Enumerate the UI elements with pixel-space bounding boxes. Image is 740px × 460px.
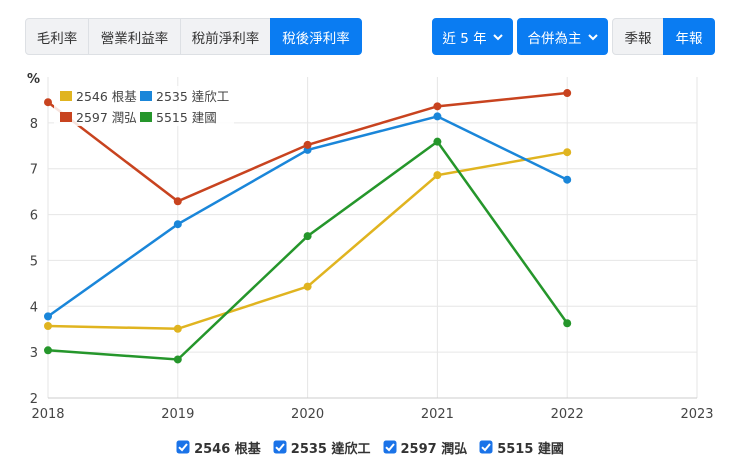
- data-point: [44, 312, 52, 321]
- data-point: [44, 322, 52, 331]
- data-point: [173, 355, 182, 364]
- consolidation-dropdown[interactable]: 合併為主: [517, 18, 608, 55]
- data-point: [44, 346, 52, 355]
- data-point: [433, 102, 442, 111]
- chart: % 2 3 4 5 6 7 8 2018 2019 2020 2021 2022 2023 2546 根基…: [27, 72, 714, 422]
- x-tick-label: 2020: [291, 407, 324, 422]
- legend-label: 2535 達欣工: [290, 441, 371, 457]
- data-point: [563, 89, 572, 98]
- data-point: [44, 98, 52, 107]
- legend-swatch: [140, 112, 152, 122]
- data-point: [563, 175, 572, 184]
- legend: 2546 根基 2535 達欣工 2597 潤弘 5515 建國: [54, 86, 234, 126]
- x-tick-label: 2018: [31, 407, 64, 422]
- legend-toggle[interactable]: 2546 根基: [176, 437, 261, 457]
- period-tab-active[interactable]: 年報: [663, 18, 715, 55]
- tab[interactable]: 營業利益率: [88, 18, 181, 55]
- checkbox[interactable]: [383, 440, 397, 454]
- data-point: [173, 324, 182, 333]
- y-tick-label: 3: [30, 346, 38, 361]
- data-point: [563, 148, 572, 157]
- period-tab[interactable]: 季報: [612, 18, 664, 55]
- x-tick-label: 2023: [680, 407, 713, 422]
- dropdown-label: 合併為主: [527, 30, 582, 47]
- x-tick-label: 2022: [551, 407, 584, 422]
- chevron-icon: [492, 33, 503, 40]
- legend-bottom: 2546 根基 2535 達欣工 2597 潤弘 5515 建國: [0, 437, 740, 457]
- tab[interactable]: 毛利率: [25, 18, 89, 55]
- data-point: [173, 197, 182, 206]
- x-tick-label: 2021: [421, 407, 454, 422]
- legend-toggle[interactable]: 2535 達欣工: [273, 437, 371, 457]
- legend-label: 5515 建國: [156, 110, 217, 125]
- legend-swatch: [140, 91, 152, 101]
- data-point: [433, 171, 442, 180]
- range-dropdown[interactable]: 近 5 年: [432, 18, 513, 55]
- y-axis-label: %: [27, 72, 40, 87]
- legend-toggle[interactable]: 2597 潤弘: [383, 437, 468, 457]
- y-tick-label: 8: [30, 117, 38, 132]
- data-point: [563, 319, 572, 328]
- legend-toggle[interactable]: 5515 建國: [479, 437, 564, 457]
- data-point: [433, 137, 442, 146]
- legend-label: 2535 達欣工: [156, 89, 229, 104]
- dropdown-label: 近 5 年: [442, 30, 487, 47]
- y-tick-label: 6: [30, 209, 38, 224]
- legend-swatch: [60, 112, 72, 122]
- checkbox[interactable]: [273, 440, 287, 454]
- data-point: [303, 232, 312, 241]
- data-point: [303, 282, 312, 291]
- tab-active[interactable]: 稅後淨利率: [270, 18, 362, 55]
- y-tick-label: 5: [30, 254, 38, 269]
- legend-label: 2546 根基: [76, 89, 137, 104]
- legend-label: 2597 潤弘: [76, 110, 137, 125]
- data-point: [433, 112, 442, 121]
- y-tick-label: 7: [30, 163, 38, 178]
- chevron-icon: [587, 33, 598, 40]
- legend-label: 5515 建國: [497, 441, 564, 457]
- data-point: [303, 140, 312, 149]
- data-point: [173, 220, 182, 229]
- tab[interactable]: 稅前淨利率: [180, 18, 271, 55]
- checkbox[interactable]: [479, 440, 493, 454]
- x-tick-label: 2019: [161, 407, 194, 422]
- legend-label: 2546 根基: [194, 441, 261, 457]
- legend-label: 2597 潤弘: [400, 441, 468, 457]
- legend-swatch: [60, 91, 72, 101]
- y-tick-label: 4: [30, 300, 38, 315]
- y-tick-label: 2: [30, 392, 38, 407]
- checkbox[interactable]: [176, 440, 190, 454]
